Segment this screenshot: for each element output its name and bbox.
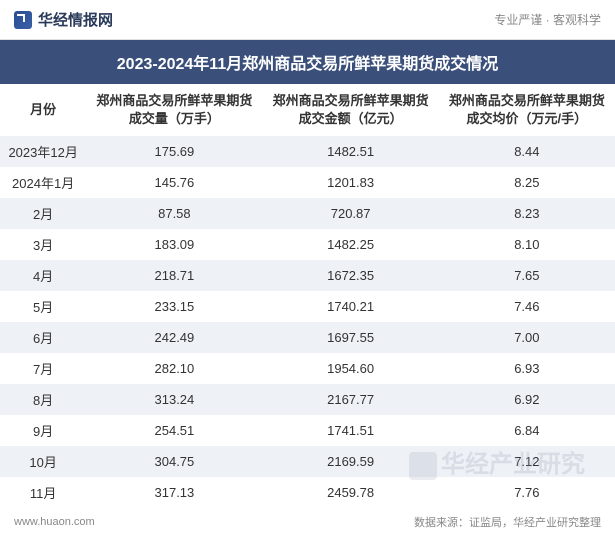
table-cell: 6.93 <box>439 353 615 384</box>
table-cell: 175.69 <box>86 136 262 167</box>
table-cell: 8.44 <box>439 136 615 167</box>
table-cell: 8.25 <box>439 167 615 198</box>
tagline: 专业严谨 · 客观科学 <box>494 11 601 28</box>
table-row: 9月254.511741.516.84 <box>0 415 615 446</box>
table-cell: 282.10 <box>86 353 262 384</box>
table-cell: 2024年1月 <box>0 167 86 198</box>
data-table: 月份 郑州商品交易所鲜苹果期货成交量（万手） 郑州商品交易所鲜苹果期货成交金额（… <box>0 84 615 508</box>
table-cell: 10月 <box>0 446 86 477</box>
table-cell: 1697.55 <box>263 322 439 353</box>
table-cell: 254.51 <box>86 415 262 446</box>
table-row: 4月218.711672.357.65 <box>0 260 615 291</box>
table-cell: 1482.51 <box>263 136 439 167</box>
table-cell: 2167.77 <box>263 384 439 415</box>
table-row: 10月304.752169.597.12 <box>0 446 615 477</box>
table-row: 2024年1月145.761201.838.25 <box>0 167 615 198</box>
table-cell: 1201.83 <box>263 167 439 198</box>
footer-url: www.huaon.com <box>14 516 95 528</box>
table-cell: 317.13 <box>86 477 262 508</box>
table-cell: 7月 <box>0 353 86 384</box>
table-cell: 7.76 <box>439 477 615 508</box>
table-cell: 7.00 <box>439 322 615 353</box>
table-cell: 313.24 <box>86 384 262 415</box>
logo-icon <box>14 11 32 29</box>
table-cell: 242.49 <box>86 322 262 353</box>
table-row: 6月242.491697.557.00 <box>0 322 615 353</box>
table-cell: 2169.59 <box>263 446 439 477</box>
table-cell: 5月 <box>0 291 86 322</box>
table-cell: 4月 <box>0 260 86 291</box>
table-cell: 7.46 <box>439 291 615 322</box>
table-row: 5月233.151740.217.46 <box>0 291 615 322</box>
table-row: 3月183.091482.258.10 <box>0 229 615 260</box>
table-cell: 11月 <box>0 477 86 508</box>
table-cell: 3月 <box>0 229 86 260</box>
logo-text: 华经情报网 <box>38 9 113 30</box>
table-cell: 720.87 <box>263 198 439 229</box>
table-cell: 145.76 <box>86 167 262 198</box>
table-row: 2月87.58720.878.23 <box>0 198 615 229</box>
table-cell: 8月 <box>0 384 86 415</box>
table-cell: 304.75 <box>86 446 262 477</box>
chart-title: 2023-2024年11月郑州商品交易所鲜苹果期货成交情况 <box>0 40 615 84</box>
table-cell: 2月 <box>0 198 86 229</box>
table-cell: 1741.51 <box>263 415 439 446</box>
table-cell: 8.10 <box>439 229 615 260</box>
table-cell: 1482.25 <box>263 229 439 260</box>
table-cell: 218.71 <box>86 260 262 291</box>
table-cell: 1954.60 <box>263 353 439 384</box>
table-cell: 1672.35 <box>263 260 439 291</box>
table-cell: 2459.78 <box>263 477 439 508</box>
table-cell: 183.09 <box>86 229 262 260</box>
table-row: 8月313.242167.776.92 <box>0 384 615 415</box>
table-cell: 7.12 <box>439 446 615 477</box>
footer-source: 数据来源：证监局，华经产业研究整理 <box>414 514 601 530</box>
table-cell: 1740.21 <box>263 291 439 322</box>
table-cell: 6.84 <box>439 415 615 446</box>
table-cell: 2023年12月 <box>0 136 86 167</box>
footer: www.huaon.com 数据来源：证监局，华经产业研究整理 <box>0 508 615 536</box>
table-row: 11月317.132459.787.76 <box>0 477 615 508</box>
logo-section: 华经情报网 <box>14 9 113 30</box>
table-row: 2023年12月175.691482.518.44 <box>0 136 615 167</box>
table-cell: 87.58 <box>86 198 262 229</box>
table-cell: 7.65 <box>439 260 615 291</box>
table-row: 7月282.101954.606.93 <box>0 353 615 384</box>
col-header-avgprice: 郑州商品交易所鲜苹果期货成交均价（万元/手） <box>439 84 615 136</box>
table-cell: 8.23 <box>439 198 615 229</box>
table-cell: 233.15 <box>86 291 262 322</box>
col-header-month: 月份 <box>0 84 86 136</box>
header: 华经情报网 专业严谨 · 客观科学 <box>0 0 615 40</box>
col-header-amount: 郑州商品交易所鲜苹果期货成交金额（亿元） <box>263 84 439 136</box>
table-container: 月份 郑州商品交易所鲜苹果期货成交量（万手） 郑州商品交易所鲜苹果期货成交金额（… <box>0 84 615 508</box>
col-header-volume: 郑州商品交易所鲜苹果期货成交量（万手） <box>86 84 262 136</box>
table-cell: 6月 <box>0 322 86 353</box>
table-cell: 6.92 <box>439 384 615 415</box>
table-header-row: 月份 郑州商品交易所鲜苹果期货成交量（万手） 郑州商品交易所鲜苹果期货成交金额（… <box>0 84 615 136</box>
table-cell: 9月 <box>0 415 86 446</box>
